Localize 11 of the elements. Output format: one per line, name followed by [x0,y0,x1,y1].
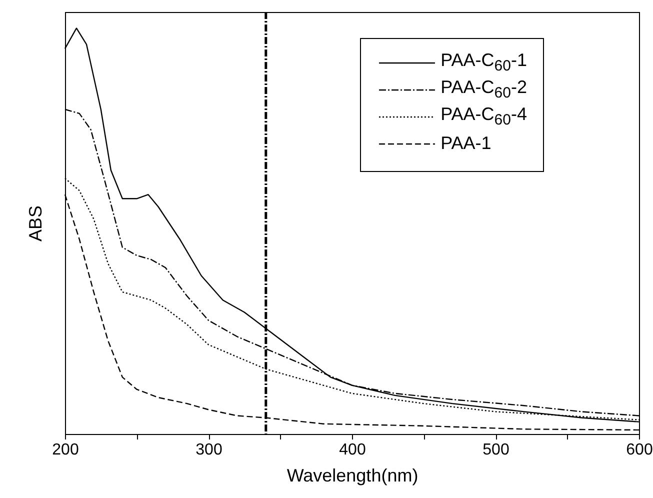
x-axis-title: Wavelength(nm) [286,466,418,486]
x-tick-label: 500 [482,442,510,458]
y-axis-title: ABS [26,205,46,242]
legend-label: PAA-C$_{60}$-1 [440,50,527,75]
x-tick-label: 600 [626,442,653,458]
legend-label: PAA-C$_{60}$-2 [440,77,527,102]
x-tick-label: 400 [339,442,366,458]
legend-label: PAA-C$_{60}$-4 [440,104,527,129]
x-tick-label: 200 [52,442,79,458]
x-tick-label: 300 [196,442,222,458]
legend-label: PAA-1 [440,133,492,154]
